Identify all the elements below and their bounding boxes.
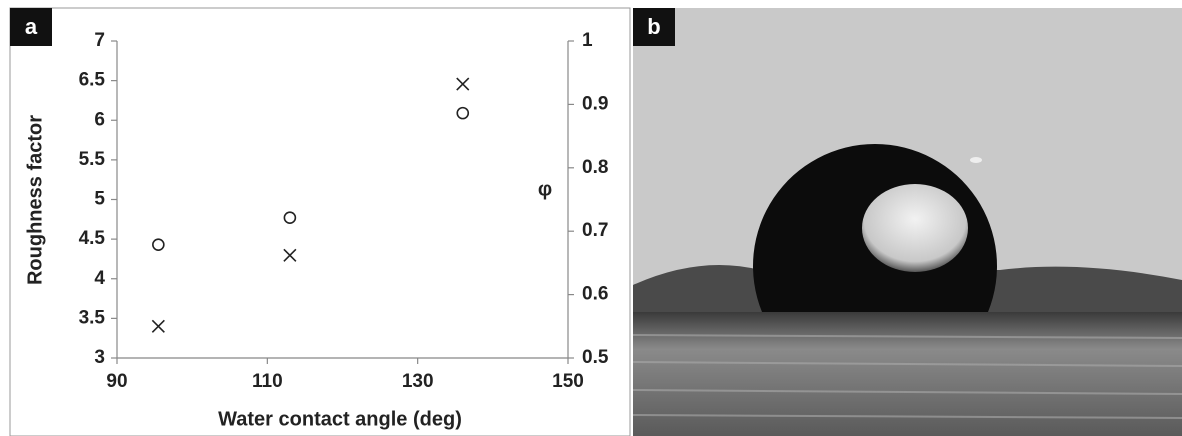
panel-label: a <box>25 14 38 39</box>
y2-tick-label: 0.7 <box>582 220 608 241</box>
x-tick-label: 130 <box>402 371 434 392</box>
panel-a-frame <box>9 7 631 436</box>
droplet-highlight <box>862 184 968 272</box>
y2-axis-label: φ <box>538 178 552 200</box>
x-axis-label: Water contact angle (deg) <box>218 408 462 430</box>
circle-point <box>283 211 297 225</box>
cross-point <box>283 248 297 262</box>
y-tick-label: 3 <box>94 347 105 368</box>
circle-point <box>152 238 165 251</box>
photo-panel: b <box>632 8 1182 436</box>
circle-point <box>456 106 470 120</box>
y-tick-label: 4.5 <box>79 228 106 249</box>
panel-label: b <box>647 14 660 39</box>
x-tick-label: 90 <box>106 371 127 392</box>
y-tick-label: 6 <box>94 109 105 130</box>
y-axis-label: Roughness factor <box>24 115 46 285</box>
y2-tick-label: 1 <box>582 30 593 51</box>
y2-tick-label: 0.9 <box>582 93 608 114</box>
y2-tick-label: 0.6 <box>582 284 608 305</box>
y-tick-label: 7 <box>94 30 105 51</box>
y-tick-label: 4 <box>94 268 105 289</box>
cross-point <box>151 319 165 333</box>
y-tick-label: 6.5 <box>79 70 106 91</box>
x-tick-label: 110 <box>252 371 283 392</box>
panel-label-box <box>633 8 675 46</box>
y-tick-label: 5 <box>94 189 105 210</box>
x-tick-label: 150 <box>552 371 584 392</box>
droplet-glint <box>970 157 982 163</box>
cross-point <box>456 77 470 91</box>
panel-label-box <box>10 8 52 46</box>
y-tick-label: 3.5 <box>79 307 106 328</box>
y2-tick-label: 0.8 <box>582 157 608 178</box>
y2-tick-label: 0.5 <box>582 347 609 368</box>
y-tick-label: 5.5 <box>79 149 106 170</box>
photo-stripes <box>632 334 1182 419</box>
